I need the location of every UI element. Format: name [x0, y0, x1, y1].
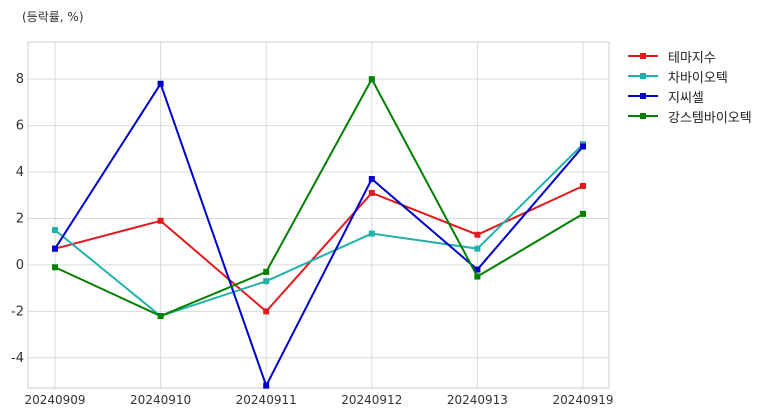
y-tick-label: 8 — [16, 72, 24, 87]
data-point — [474, 245, 481, 252]
legend-item: 지씨셀 — [628, 86, 752, 106]
data-point — [474, 266, 481, 273]
x-tick-label: 20240909 — [24, 393, 85, 407]
legend-swatch — [628, 90, 658, 102]
legend-item: 테마지수 — [628, 46, 752, 66]
data-point — [52, 245, 58, 252]
data-point — [263, 268, 270, 275]
data-point — [52, 227, 58, 234]
data-point — [368, 76, 375, 83]
data-point — [157, 313, 164, 320]
legend-swatch — [628, 50, 658, 62]
data-point — [157, 80, 164, 87]
series-line — [54, 77, 584, 318]
legend-item: 강스템바이오텍 — [628, 106, 752, 126]
data-point — [368, 230, 375, 237]
x-tick-label: 20240911 — [236, 393, 297, 407]
x-tick-label: 20240913 — [447, 393, 508, 407]
data-point — [580, 210, 586, 217]
legend-marker — [640, 53, 646, 59]
series-line — [54, 185, 584, 313]
legend-marker — [640, 73, 646, 79]
legend-label: 차바이오텍 — [668, 70, 728, 86]
legend-marker — [640, 113, 646, 119]
data-point — [474, 273, 481, 280]
y-tick-label: -2 — [11, 304, 24, 319]
series-line — [54, 81, 584, 389]
data-point — [263, 278, 270, 285]
y-tick-label: 2 — [16, 211, 24, 226]
series-lines — [52, 76, 586, 389]
data-point — [368, 189, 375, 196]
legend-swatch — [628, 70, 658, 82]
data-point — [263, 308, 270, 315]
y-tick-label: 0 — [16, 258, 24, 273]
x-tick-label: 20240912 — [341, 393, 402, 407]
y-tick-label: -4 — [11, 351, 24, 366]
legend-label: 지씨셀 — [668, 90, 704, 106]
legend-item: 차바이오텍 — [628, 66, 752, 86]
plot-frame — [27, 41, 610, 389]
x-tick-label: 20240919 — [552, 393, 613, 407]
legend-swatch — [628, 110, 658, 122]
x-axis-ticks: 20240909 20240910 20240911 20240912 20240913… — [24, 393, 613, 407]
data-point — [474, 231, 481, 238]
unit-label: (등락률, %) — [22, 10, 84, 24]
y-tick-label: 6 — [16, 119, 24, 134]
legend-label: 테마지수 — [668, 50, 716, 66]
data-point — [368, 176, 375, 183]
data-point — [263, 382, 270, 389]
data-point — [52, 264, 58, 271]
legend-label: 강스템바이오텍 — [668, 110, 752, 126]
x-tick-label: 20240910 — [130, 393, 191, 407]
y-tick-label: 4 — [16, 165, 24, 180]
legend-marker — [640, 93, 646, 99]
data-point — [157, 217, 164, 224]
data-point — [580, 182, 586, 189]
series-line — [54, 143, 584, 318]
data-point — [580, 143, 586, 150]
y-axis-ticks: -4 -2 0 2 4 6 8 — [11, 72, 24, 366]
